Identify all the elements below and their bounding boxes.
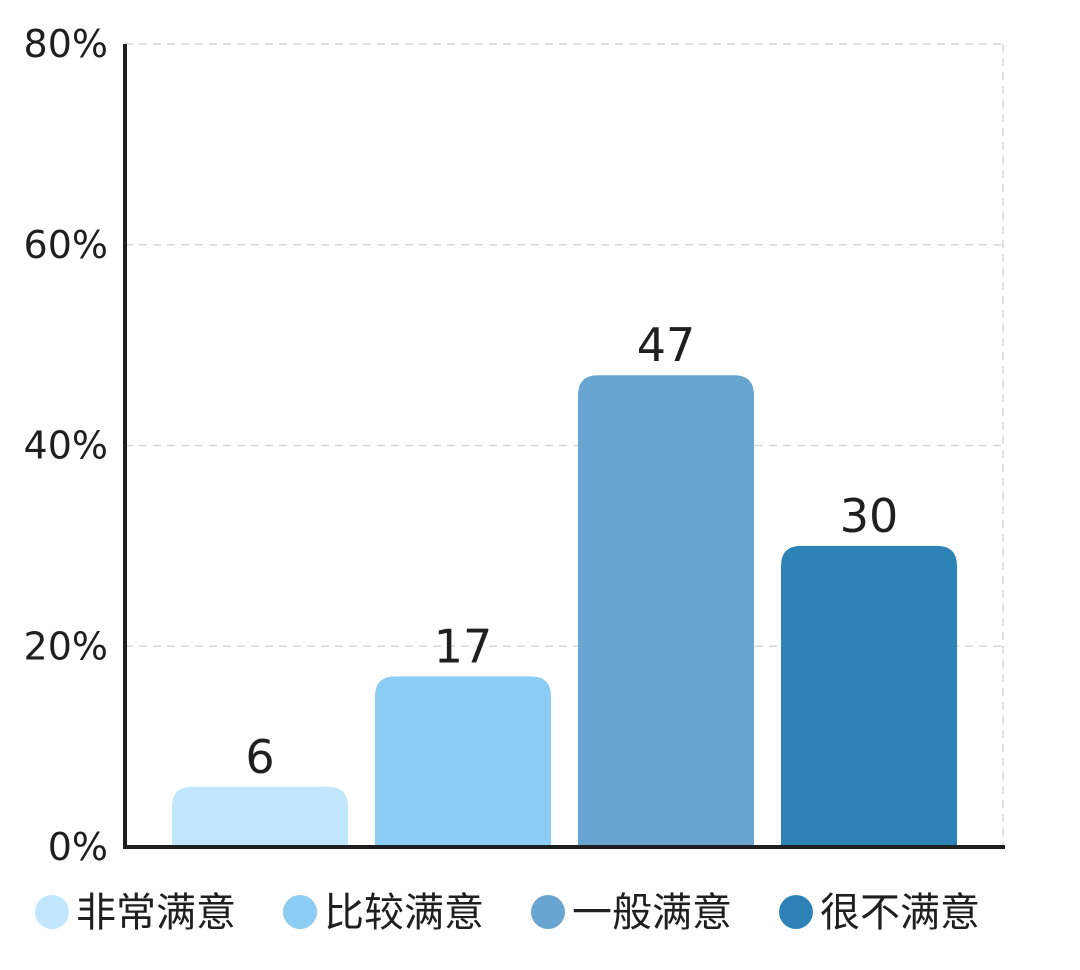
legend-label: 比较满意	[324, 890, 484, 936]
legend-label: 非常满意	[76, 890, 236, 936]
legend-swatch	[779, 895, 813, 929]
legend-swatch	[35, 895, 69, 929]
legend-swatch	[531, 895, 565, 929]
bar-2	[375, 676, 551, 847]
y-tick-label: 0%	[48, 825, 108, 869]
y-tick-label: 40%	[24, 424, 108, 468]
bar-4	[781, 545, 957, 847]
y-tick-label: 20%	[24, 624, 108, 668]
legend-swatch	[283, 895, 317, 929]
bar-1	[172, 786, 348, 847]
data-label: 30	[840, 489, 899, 543]
axes	[123, 44, 1005, 849]
data-label: 47	[637, 318, 696, 372]
data-label: 17	[434, 619, 493, 673]
y-tick-label: 80%	[24, 22, 108, 66]
y-tick-label: 60%	[24, 223, 108, 267]
legend: 非常满意 比较满意 一般满意 很不满意	[35, 890, 980, 936]
data-labels: 6 17 47 30	[245, 318, 898, 784]
legend-label: 很不满意	[820, 890, 980, 936]
y-tick-labels: 0% 20% 40% 60% 80%	[24, 22, 108, 869]
bar-3	[578, 375, 754, 847]
legend-label: 一般满意	[572, 890, 732, 936]
bars	[172, 375, 957, 847]
data-label: 6	[245, 730, 274, 784]
